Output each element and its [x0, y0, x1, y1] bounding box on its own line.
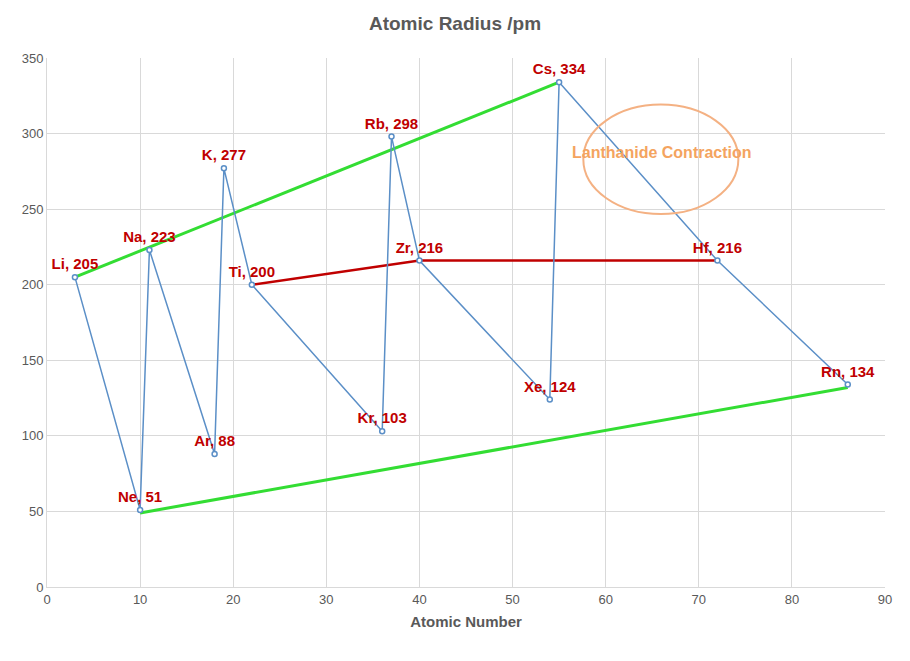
svg-text:200: 200: [22, 277, 44, 292]
svg-text:Atomic Radius /pm: Atomic Radius /pm: [369, 13, 541, 34]
svg-text:150: 150: [22, 353, 44, 368]
svg-text:10: 10: [133, 592, 147, 607]
svg-text:Ar, 88: Ar, 88: [194, 432, 235, 449]
svg-text:Xe, 124: Xe, 124: [524, 378, 576, 395]
svg-text:0: 0: [43, 592, 50, 607]
svg-text:100: 100: [22, 428, 44, 443]
svg-text:Atomic Number: Atomic Number: [410, 613, 522, 630]
svg-text:Kr, 103: Kr, 103: [358, 409, 407, 426]
svg-text:Rb, 298: Rb, 298: [365, 115, 418, 132]
svg-text:Zr, 216: Zr, 216: [396, 239, 444, 256]
svg-text:80: 80: [785, 592, 799, 607]
svg-text:Ne, 51: Ne, 51: [118, 488, 162, 505]
svg-text:50: 50: [29, 504, 43, 519]
svg-text:20: 20: [226, 592, 240, 607]
svg-text:Na, 223: Na, 223: [123, 228, 176, 245]
svg-text:Lanthanide Contraction: Lanthanide Contraction: [572, 144, 752, 161]
svg-text:Li, 205: Li, 205: [52, 255, 99, 272]
svg-text:Ti, 200: Ti, 200: [229, 263, 275, 280]
svg-text:K, 277: K, 277: [202, 146, 246, 163]
svg-text:0: 0: [36, 580, 43, 595]
svg-text:30: 30: [319, 592, 333, 607]
svg-text:90: 90: [878, 592, 892, 607]
svg-text:60: 60: [598, 592, 612, 607]
svg-text:70: 70: [692, 592, 706, 607]
svg-text:250: 250: [22, 202, 44, 217]
svg-text:Hf, 216: Hf, 216: [693, 239, 742, 256]
svg-text:300: 300: [22, 126, 44, 141]
svg-text:Rn, 134: Rn, 134: [821, 363, 875, 380]
svg-text:50: 50: [505, 592, 519, 607]
svg-text:350: 350: [22, 51, 44, 66]
svg-text:40: 40: [412, 592, 426, 607]
svg-text:Cs, 334: Cs, 334: [533, 60, 586, 77]
